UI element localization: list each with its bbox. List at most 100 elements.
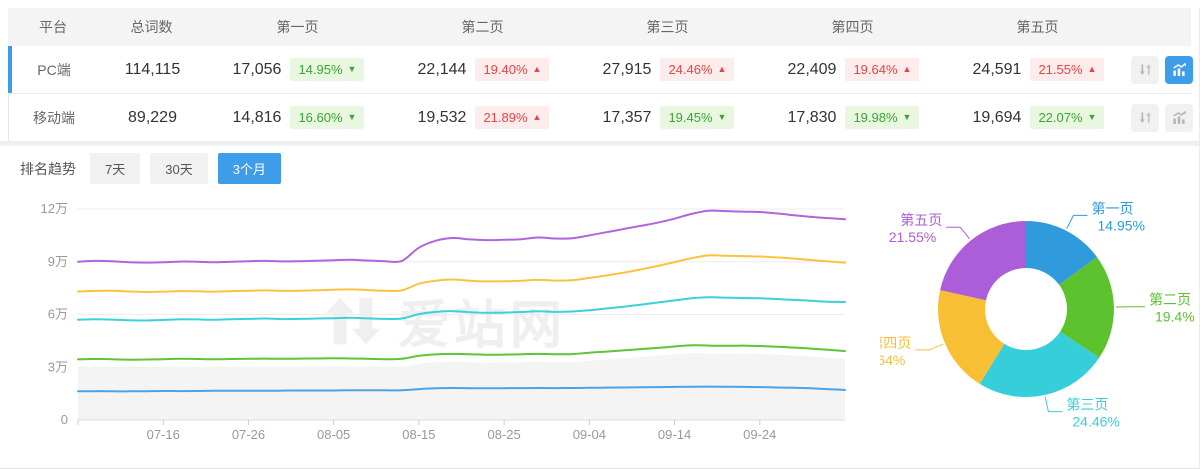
slice-percent: 19.64%	[880, 352, 905, 368]
line-series-第五页	[77, 209, 846, 264]
show-chart-icon[interactable]	[1165, 55, 1193, 84]
section-divider	[0, 141, 1199, 146]
x-tick-label: 09-04	[573, 427, 606, 442]
line-series-第三页	[77, 296, 846, 322]
label-connector	[1044, 396, 1063, 413]
page-count-value: 17,357	[602, 108, 652, 126]
slice-label-第四页: 第四页	[880, 335, 911, 351]
donut-slice-第五页[interactable]	[940, 221, 1026, 301]
x-tick-label: 08-15	[402, 427, 435, 442]
donut-slice-第三页[interactable]	[979, 331, 1100, 398]
change-percent: 19.40%	[483, 62, 528, 77]
line-chart-svg: 0 3万 6万 9万 12万 07-16 07-26 08-05 08-15 08-25 09-04…	[41, 201, 846, 442]
page-4-cell: 17,830 19.98% ▼	[761, 106, 946, 129]
change-percent: 21.55%	[1038, 62, 1083, 77]
platform-label: PC端	[37, 61, 71, 78]
page-5-cell: 24,591 21.55% ▲	[946, 58, 1131, 81]
trend-title: 排名趋势	[20, 160, 76, 177]
x-tick-label: 07-16	[147, 427, 180, 442]
arrow-up-icon: ▲	[532, 112, 542, 122]
page-1-cell: 14,816 16.60% ▼	[206, 106, 391, 129]
row-actions	[1131, 55, 1196, 84]
y-tick-label: 6万	[48, 307, 68, 322]
page-count-value: 24,591	[972, 60, 1022, 78]
page-count-value: 17,056	[232, 60, 282, 78]
change-badge-down: 19.45% ▼	[660, 106, 735, 129]
change-badge-down: 16.60% ▼	[290, 106, 365, 129]
range-button-group: 7天 30天 3个月	[90, 153, 281, 184]
keyword-rank-panel: 平台 总词数 第一页 第二页 第三页 第四页 第五页 PC端 114,115 17,056 14.…	[0, 8, 1200, 469]
slice-label-第三页: 第三页	[1066, 397, 1108, 413]
range-button-30天[interactable]: 30天	[150, 153, 208, 184]
page-count-value: 19,694	[972, 108, 1022, 126]
change-percent: 19.45%	[668, 110, 713, 125]
range-button-7天[interactable]: 7天	[90, 153, 141, 184]
total-words-value: 114,115	[124, 60, 181, 78]
arrow-down-icon: ▼	[347, 64, 357, 74]
y-tick-label: 3万	[48, 359, 68, 374]
trend-line-chart: 爱站网 0 3万 6万 9万 12万 07-16 07-26 08-05 08-15 08-25 0…	[0, 191, 880, 459]
trend-toolbar: 排名趋势 7天 30天 3个月	[0, 146, 1199, 191]
column-header-7: 第五页	[1016, 19, 1059, 35]
page-5-cell: 19,694 22.07% ▼	[946, 106, 1131, 129]
slice-percent: 24.46%	[1072, 414, 1119, 430]
y-tick-label: 0	[61, 412, 68, 427]
change-percent: 19.64%	[853, 62, 898, 77]
row-actions	[1131, 103, 1196, 132]
donut-slice-第四页[interactable]	[938, 290, 1005, 384]
change-badge-up: 19.40% ▲	[475, 58, 550, 81]
arrow-down-icon: ▼	[347, 112, 357, 122]
platform-label: 移动端	[33, 109, 75, 126]
arrow-up-icon: ▲	[717, 64, 727, 74]
aizhan-logo-icon	[325, 297, 381, 344]
column-header-3: 第一页	[276, 19, 319, 35]
arrow-up-icon: ▲	[532, 64, 542, 74]
page-count-value: 22,409	[787, 60, 837, 78]
page-count-value: 19,532	[417, 108, 467, 126]
change-percent: 19.98%	[853, 110, 898, 125]
column-header-2: 总词数	[130, 19, 173, 35]
page-count-value: 22,144	[417, 60, 467, 78]
page-count-value: 27,915	[602, 60, 652, 78]
line-series-第四页	[77, 254, 846, 293]
page-3-cell: 17,357 19.45% ▼	[576, 106, 761, 129]
arrow-down-icon: ▼	[1087, 112, 1097, 122]
slice-label-第一页: 第一页	[1092, 200, 1134, 216]
change-percent: 22.07%	[1038, 110, 1083, 125]
x-tick-label: 09-14	[658, 427, 691, 442]
table-row-PC端[interactable]: PC端 114,115 17,056 14.95% ▼ 22,144 19.40% ▲ 27,9…	[8, 46, 1193, 94]
sort-arrows-icon[interactable]	[1131, 103, 1159, 132]
change-badge-up: 21.55% ▲	[1030, 58, 1105, 81]
column-header-4: 第二页	[461, 19, 504, 35]
table-row-移动端[interactable]: 移动端 89,229 14,816 16.60% ▼ 19,532 21.89% ▲ 17,35…	[9, 94, 1193, 142]
donut-slice-第二页[interactable]	[1059, 257, 1114, 358]
change-badge-down: 19.98% ▼	[845, 106, 920, 129]
line-series-第二页	[77, 344, 846, 361]
change-badge-up: 24.46% ▲	[660, 58, 735, 81]
change-badge-up: 21.89% ▲	[475, 106, 550, 129]
x-tick-label: 09-24	[743, 427, 776, 442]
charts-row: 爱站网 0 3万 6万 9万 12万 07-16 07-26 08-05 08-15 08-25 0…	[0, 191, 1199, 459]
label-connector	[915, 343, 944, 351]
sort-arrows-icon[interactable]	[1131, 55, 1159, 84]
donut-slice-第一页[interactable]	[1026, 221, 1097, 285]
arrow-down-icon: ▼	[902, 112, 912, 122]
change-badge-down: 22.07% ▼	[1030, 106, 1105, 129]
range-button-3个月[interactable]: 3个月	[217, 153, 281, 184]
y-tick-label: 9万	[48, 254, 68, 269]
column-header-6: 第四页	[831, 19, 874, 35]
page-4-cell: 22,409 19.64% ▲	[761, 58, 946, 81]
x-tick-label: 07-26	[232, 427, 265, 442]
watermark: 爱站网	[322, 283, 566, 358]
slice-label-第五页: 第五页	[900, 212, 942, 228]
page-3-cell: 27,915 24.46% ▲	[576, 58, 761, 81]
watermark-text: 爱站网	[398, 297, 567, 355]
table-body: PC端 114,115 17,056 14.95% ▼ 22,144 19.40% ▲ 27,9…	[8, 46, 1193, 142]
change-badge-up: 19.64% ▲	[845, 58, 920, 81]
label-connector	[946, 226, 970, 240]
show-chart-icon[interactable]	[1165, 103, 1193, 132]
line-series-第一页	[77, 385, 846, 393]
x-tick-label: 08-05	[317, 427, 350, 442]
page-2-cell: 22,144 19.40% ▲	[391, 58, 576, 81]
arrow-down-icon: ▼	[717, 112, 727, 122]
